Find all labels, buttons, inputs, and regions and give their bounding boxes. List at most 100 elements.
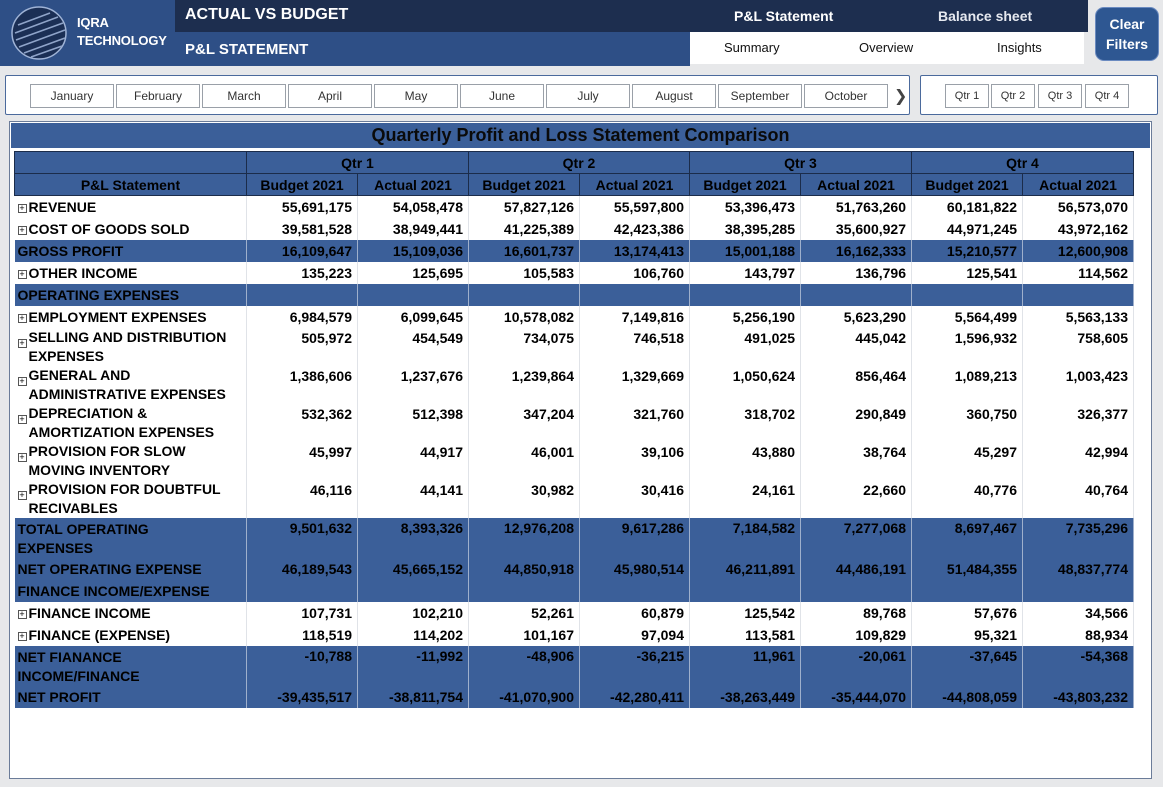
month-button[interactable]: May bbox=[374, 84, 458, 108]
clear-filters-button[interactable]: Clear Filters bbox=[1095, 7, 1159, 61]
month-slicer: January February March April May June Ju… bbox=[5, 75, 910, 115]
budget-value-cell: 57,827,126 bbox=[468, 195, 580, 218]
row-label-cell: TOTAL OPERATING EXPENSES bbox=[14, 517, 247, 558]
globe-logo-icon bbox=[11, 6, 67, 60]
expand-plus-icon[interactable]: + bbox=[17, 202, 27, 213]
tab-insights[interactable]: Insights bbox=[997, 40, 1042, 55]
budget-value-cell: 16,601,737 bbox=[468, 239, 580, 262]
budget-value-cell: 143,797 bbox=[689, 261, 801, 284]
budget-value-cell: 12,976,208 bbox=[468, 517, 580, 558]
quarter-header[interactable]: Qtr 4 bbox=[911, 151, 1134, 174]
actual-value-cell: 22,660 bbox=[800, 479, 912, 518]
budget-value-cell: 45,997 bbox=[246, 441, 358, 480]
budget-column-header[interactable]: Budget 2021 bbox=[689, 173, 801, 196]
table-row: + FINANCE (EXPENSE) 118,519 114,202 101,167 9… bbox=[14, 623, 1134, 646]
budget-value-cell: 30,982 bbox=[468, 479, 580, 518]
month-button[interactable]: October bbox=[804, 84, 888, 108]
budget-value-cell: 1,596,932 bbox=[911, 327, 1023, 366]
budget-value-cell bbox=[468, 283, 580, 306]
month-button[interactable]: June bbox=[460, 84, 544, 108]
actual-value-cell: 45,980,514 bbox=[579, 557, 690, 580]
expand-plus-icon[interactable]: + bbox=[17, 414, 27, 424]
budget-value-cell: -37,645 bbox=[911, 645, 1023, 686]
row-label-cell: + FINANCE INCOME bbox=[14, 601, 247, 624]
month-button[interactable]: July bbox=[546, 84, 630, 108]
budget-value-cell: 1,050,624 bbox=[689, 365, 801, 404]
row-header-label[interactable]: P&L Statement bbox=[14, 173, 247, 196]
budget-value-cell: 41,225,389 bbox=[468, 217, 580, 240]
row-label-cell: NET FIANANCE INCOME/FINANCE bbox=[14, 645, 247, 686]
budget-value-cell bbox=[246, 283, 358, 306]
month-button[interactable]: February bbox=[116, 84, 200, 108]
actual-value-cell: 44,141 bbox=[357, 479, 469, 518]
quarter-header[interactable]: Qtr 3 bbox=[689, 151, 912, 174]
row-label: TOTAL OPERATING bbox=[17, 520, 149, 537]
actual-value-cell: -43,803,232 bbox=[1022, 685, 1134, 708]
actual-value-cell: 30,416 bbox=[579, 479, 690, 518]
actual-column-header[interactable]: Actual 2021 bbox=[579, 173, 690, 196]
budget-value-cell: -41,070,900 bbox=[468, 685, 580, 708]
budget-value-cell: 53,396,473 bbox=[689, 195, 801, 218]
quarter-header[interactable]: Qtr 1 bbox=[246, 151, 469, 174]
quarter-button[interactable]: Qtr 2 bbox=[991, 84, 1035, 108]
row-label: FINANCE INCOME/EXPENSE bbox=[17, 582, 210, 599]
table-row: OPERATING EXPENSES bbox=[14, 283, 1134, 306]
expand-plus-icon[interactable]: + bbox=[17, 224, 27, 235]
budget-column-header[interactable]: Budget 2021 bbox=[468, 173, 580, 196]
chevron-right-icon[interactable]: ❯ bbox=[894, 88, 908, 105]
month-button[interactable]: August bbox=[632, 84, 716, 108]
actual-column-header[interactable]: Actual 2021 bbox=[1022, 173, 1134, 196]
quarter-header[interactable]: Qtr 2 bbox=[468, 151, 690, 174]
quarter-button[interactable]: Qtr 1 bbox=[945, 84, 989, 108]
tab-overview[interactable]: Overview bbox=[859, 40, 914, 55]
budget-value-cell: -38,263,449 bbox=[689, 685, 801, 708]
row-label-line2: RECIVABLES bbox=[28, 499, 118, 516]
budget-value-cell: 95,321 bbox=[911, 623, 1023, 646]
quarter-button[interactable]: Qtr 3 bbox=[1038, 84, 1082, 108]
actual-column-header[interactable]: Actual 2021 bbox=[800, 173, 912, 196]
budget-column-header[interactable]: Budget 2021 bbox=[246, 173, 358, 196]
expand-plus-icon[interactable]: + bbox=[17, 338, 27, 348]
budget-value-cell: 6,984,579 bbox=[246, 305, 358, 328]
actual-value-cell: -20,061 bbox=[800, 645, 912, 686]
expand-plus-icon[interactable]: + bbox=[17, 630, 27, 641]
table-row: + SELLING AND DISTRIBUTION EXPENSES 505,972… bbox=[14, 327, 1134, 366]
budget-value-cell: 10,578,082 bbox=[468, 305, 580, 328]
expand-plus-icon[interactable]: + bbox=[17, 452, 27, 462]
actual-column-header[interactable]: Actual 2021 bbox=[357, 173, 469, 196]
actual-value-cell bbox=[1022, 283, 1134, 306]
expand-plus-icon[interactable]: + bbox=[17, 268, 27, 279]
pl-matrix-table: Qtr 1 Qtr 2 Qtr 3 Qtr 4 P&L Statement Bu… bbox=[14, 151, 1134, 708]
nav-balance-sheet[interactable]: Balance sheet bbox=[938, 8, 1033, 24]
table-row: FINANCE INCOME/EXPENSE bbox=[14, 579, 1134, 602]
budget-value-cell: -48,906 bbox=[468, 645, 580, 686]
budget-value-cell bbox=[689, 579, 801, 602]
month-button[interactable]: January bbox=[30, 84, 114, 108]
budget-value-cell: 46,116 bbox=[246, 479, 358, 518]
row-label: OPERATING EXPENSES bbox=[17, 286, 180, 303]
row-label-line2: EXPENSES bbox=[28, 347, 104, 364]
actual-value-cell: -42,280,411 bbox=[579, 685, 690, 708]
actual-value-cell bbox=[800, 283, 912, 306]
row-label-cell: + PROVISION FOR DOUBTFUL RECIVABLES bbox=[14, 479, 247, 518]
month-button[interactable]: September bbox=[718, 84, 802, 108]
budget-value-cell: -39,435,517 bbox=[246, 685, 358, 708]
expand-plus-icon[interactable]: + bbox=[17, 490, 27, 500]
expand-plus-icon[interactable]: + bbox=[17, 608, 27, 619]
tab-bar: Summary Overview Insights bbox=[690, 32, 1084, 64]
budget-value-cell: 318,702 bbox=[689, 403, 801, 442]
tab-summary[interactable]: Summary bbox=[724, 40, 780, 55]
month-button[interactable]: March bbox=[202, 84, 286, 108]
actual-value-cell: 445,042 bbox=[800, 327, 912, 366]
logo-line1: IQRA bbox=[77, 15, 109, 30]
row-label-cell: NET OPERATING EXPENSE bbox=[14, 557, 247, 580]
quarter-button[interactable]: Qtr 4 bbox=[1085, 84, 1129, 108]
month-button[interactable]: April bbox=[288, 84, 372, 108]
actual-value-cell: 746,518 bbox=[579, 327, 690, 366]
budget-value-cell: 44,850,918 bbox=[468, 557, 580, 580]
nav-pl-statement[interactable]: P&L Statement bbox=[734, 8, 834, 24]
expand-plus-icon[interactable]: + bbox=[17, 312, 27, 323]
budget-column-header[interactable]: Budget 2021 bbox=[911, 173, 1023, 196]
row-label: FINANCE (EXPENSE) bbox=[28, 626, 171, 643]
expand-plus-icon[interactable]: + bbox=[17, 376, 27, 386]
